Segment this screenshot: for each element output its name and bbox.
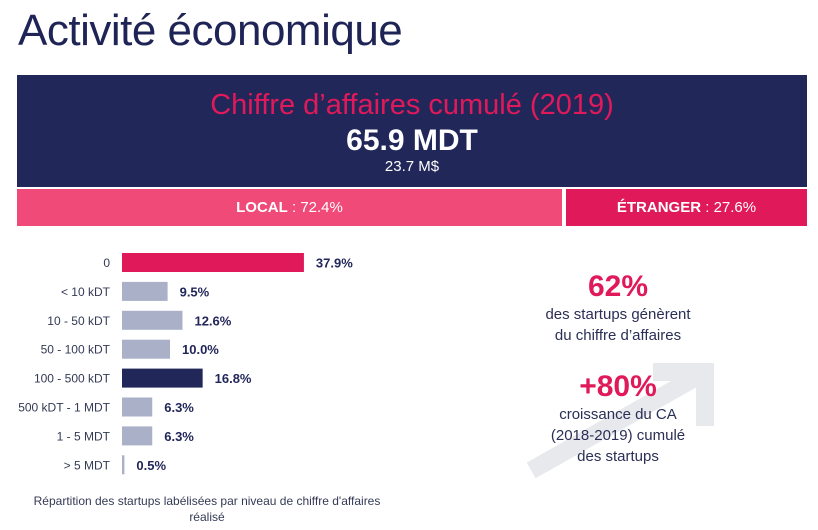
local-share-bar: LOCAL : 72.4% — [17, 189, 562, 226]
bar-value-label: 10.0% — [182, 342, 219, 357]
category-label: > 5 MDT — [64, 458, 111, 472]
category-label: 0 — [103, 256, 110, 270]
bar — [122, 397, 153, 417]
bar-value-label: 37.9% — [316, 256, 353, 271]
chart-caption: Répartition des startups labélisées par … — [33, 494, 381, 524]
category-label: 1 - 5 MDT — [57, 429, 111, 443]
bar — [122, 310, 183, 330]
category-label: 10 - 50 kDT — [47, 314, 110, 328]
bar — [122, 339, 170, 359]
banner-title: Chiffre d’affaires cumulé (2019) — [210, 89, 614, 121]
stat-big-value: 62% — [587, 270, 649, 303]
stat-growth: +80% croissance du CA (2018-2019) cumulé… — [518, 370, 718, 467]
revenue-banner: Chiffre d’affaires cumulé (2019) 65.9 MD… — [17, 75, 807, 187]
bar-value-label: 6.3% — [164, 400, 194, 415]
bar-value-label: 12.6% — [194, 313, 231, 328]
bar-value-label: 16.8% — [215, 371, 252, 386]
stat-line: des startups — [577, 448, 659, 465]
local-value: : 72.4% — [291, 199, 343, 216]
stat-line: croissance du CA — [559, 406, 677, 423]
stat-line: du chiffre d’affaires — [554, 327, 682, 344]
bar — [122, 426, 153, 446]
foreign-value: : 27.6% — [705, 199, 757, 216]
stat-line: des startups génèrent — [545, 306, 691, 323]
stat-big-value: +80% — [579, 370, 657, 403]
foreign-share-bar: ÉTRANGER : 27.6% — [566, 189, 807, 226]
stat-revenue-share: 62% des startups génèrent du chiffre d’a… — [518, 270, 718, 346]
bar — [122, 281, 168, 301]
category-label: 50 - 100 kDT — [41, 343, 111, 357]
growth-arrow-icon — [526, 363, 714, 479]
page-title: Activité économique — [18, 6, 403, 55]
bar-value-label: 0.5% — [136, 458, 166, 473]
bar — [122, 253, 304, 272]
stat-line: (2018-2019) cumulé — [550, 427, 686, 444]
revenue-distribution-chart: 0 37.9% < 10 kDT 9.5% 10 - 50 kDT 12.6% 50 - 1… — [18, 253, 353, 475]
category-label: < 10 kDT — [61, 285, 111, 299]
banner-value: 65.9 MDT — [346, 124, 478, 157]
category-label: 100 - 500 kDT — [34, 372, 111, 386]
foreign-label: ÉTRANGER — [616, 199, 702, 216]
category-label: 500 kDT - 1 MDT — [18, 401, 110, 415]
bar — [122, 368, 203, 388]
banner-value-usd: 23.7 M$ — [384, 158, 440, 175]
bar-value-label: 6.3% — [164, 429, 194, 444]
bar — [122, 455, 125, 475]
local-label: LOCAL — [236, 199, 288, 216]
bar-value-label: 9.5% — [180, 284, 210, 299]
